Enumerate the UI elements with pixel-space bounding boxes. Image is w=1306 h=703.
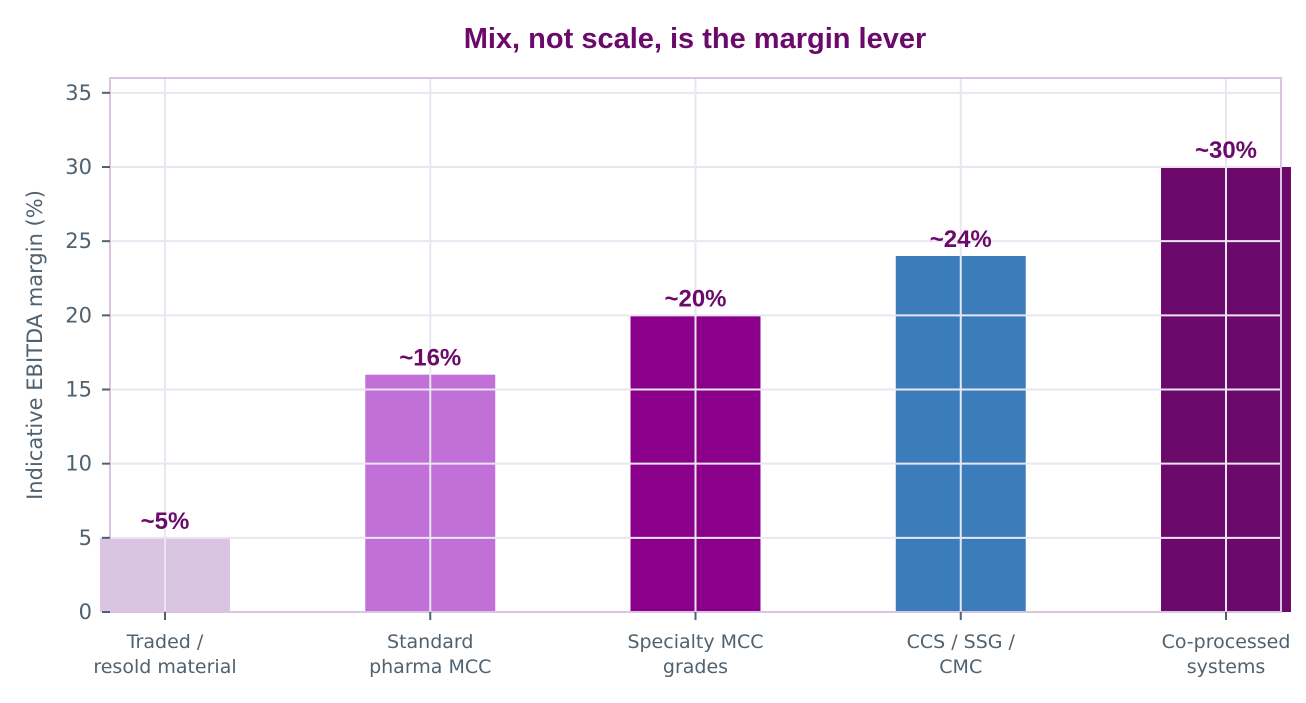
data-label: ~30% xyxy=(1195,137,1257,164)
y-tick-label: 5 xyxy=(79,526,92,550)
y-tick-label: 35 xyxy=(65,81,92,105)
x-axis: Traded / resold material Standard pharma MC… xyxy=(93,612,1290,678)
grid-layer xyxy=(110,78,1281,612)
x-tick-label: Specialty MCC grades xyxy=(627,631,763,678)
data-labels-layer: ~5% ~16% ~20% ~24% ~30% xyxy=(141,137,1257,535)
x-tick-label: Co-processed systems xyxy=(1162,631,1291,678)
y-tick-label: 20 xyxy=(65,303,92,327)
data-label: ~20% xyxy=(664,285,726,312)
x-tick-label: CCS / SSG / CMC xyxy=(907,631,1016,678)
data-label: ~5% xyxy=(141,508,190,535)
data-label: ~24% xyxy=(930,226,992,253)
data-label: ~16% xyxy=(399,345,461,372)
y-tick-label: 15 xyxy=(65,378,92,402)
y-axis-label: Indicative EBITDA margin (%) xyxy=(23,190,47,500)
x-tick-label: Standard pharma MCC xyxy=(369,631,491,678)
y-axis: 0 5 10 15 20 25 30 35 xyxy=(65,81,110,624)
y-tick-label: 25 xyxy=(65,229,92,253)
y-tick-label: 10 xyxy=(65,452,92,476)
x-tick-label: Traded / resold material xyxy=(93,631,236,678)
y-tick-label: 0 xyxy=(79,600,92,624)
y-tick-label: 30 xyxy=(65,155,92,179)
chart-title: Mix, not scale, is the margin lever xyxy=(464,23,927,55)
